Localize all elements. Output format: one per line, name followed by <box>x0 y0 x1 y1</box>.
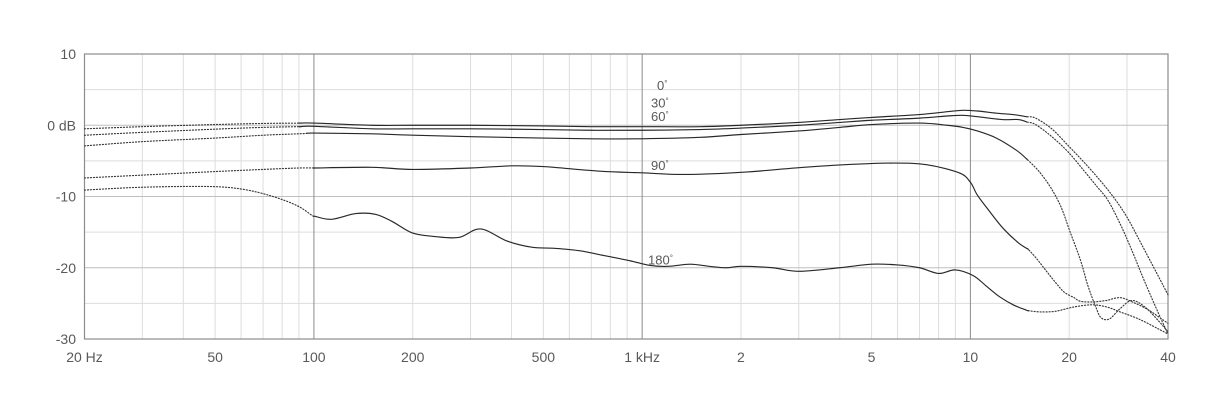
svg-text:20: 20 <box>1061 349 1077 365</box>
svg-text:5: 5 <box>868 349 876 365</box>
svg-text:50: 50 <box>207 349 223 365</box>
svg-text:100: 100 <box>302 349 326 365</box>
svg-text:500: 500 <box>532 349 556 365</box>
svg-text:1 kHz: 1 kHz <box>624 349 660 365</box>
svg-text:-20: -20 <box>56 260 76 276</box>
svg-text:10: 10 <box>60 46 76 62</box>
svg-text:180°: 180° <box>648 253 673 268</box>
svg-text:-10: -10 <box>56 189 76 205</box>
svg-text:0 dB: 0 dB <box>47 117 76 133</box>
svg-text:200: 200 <box>401 349 425 365</box>
svg-text:-30: -30 <box>56 331 76 347</box>
svg-text:20 Hz: 20 Hz <box>66 349 103 365</box>
svg-text:10: 10 <box>963 349 979 365</box>
svg-text:0°: 0° <box>657 78 667 93</box>
svg-text:2: 2 <box>737 349 745 365</box>
svg-text:40: 40 <box>1160 349 1176 365</box>
svg-text:90°: 90° <box>651 158 669 173</box>
svg-text:60°: 60° <box>651 109 669 124</box>
